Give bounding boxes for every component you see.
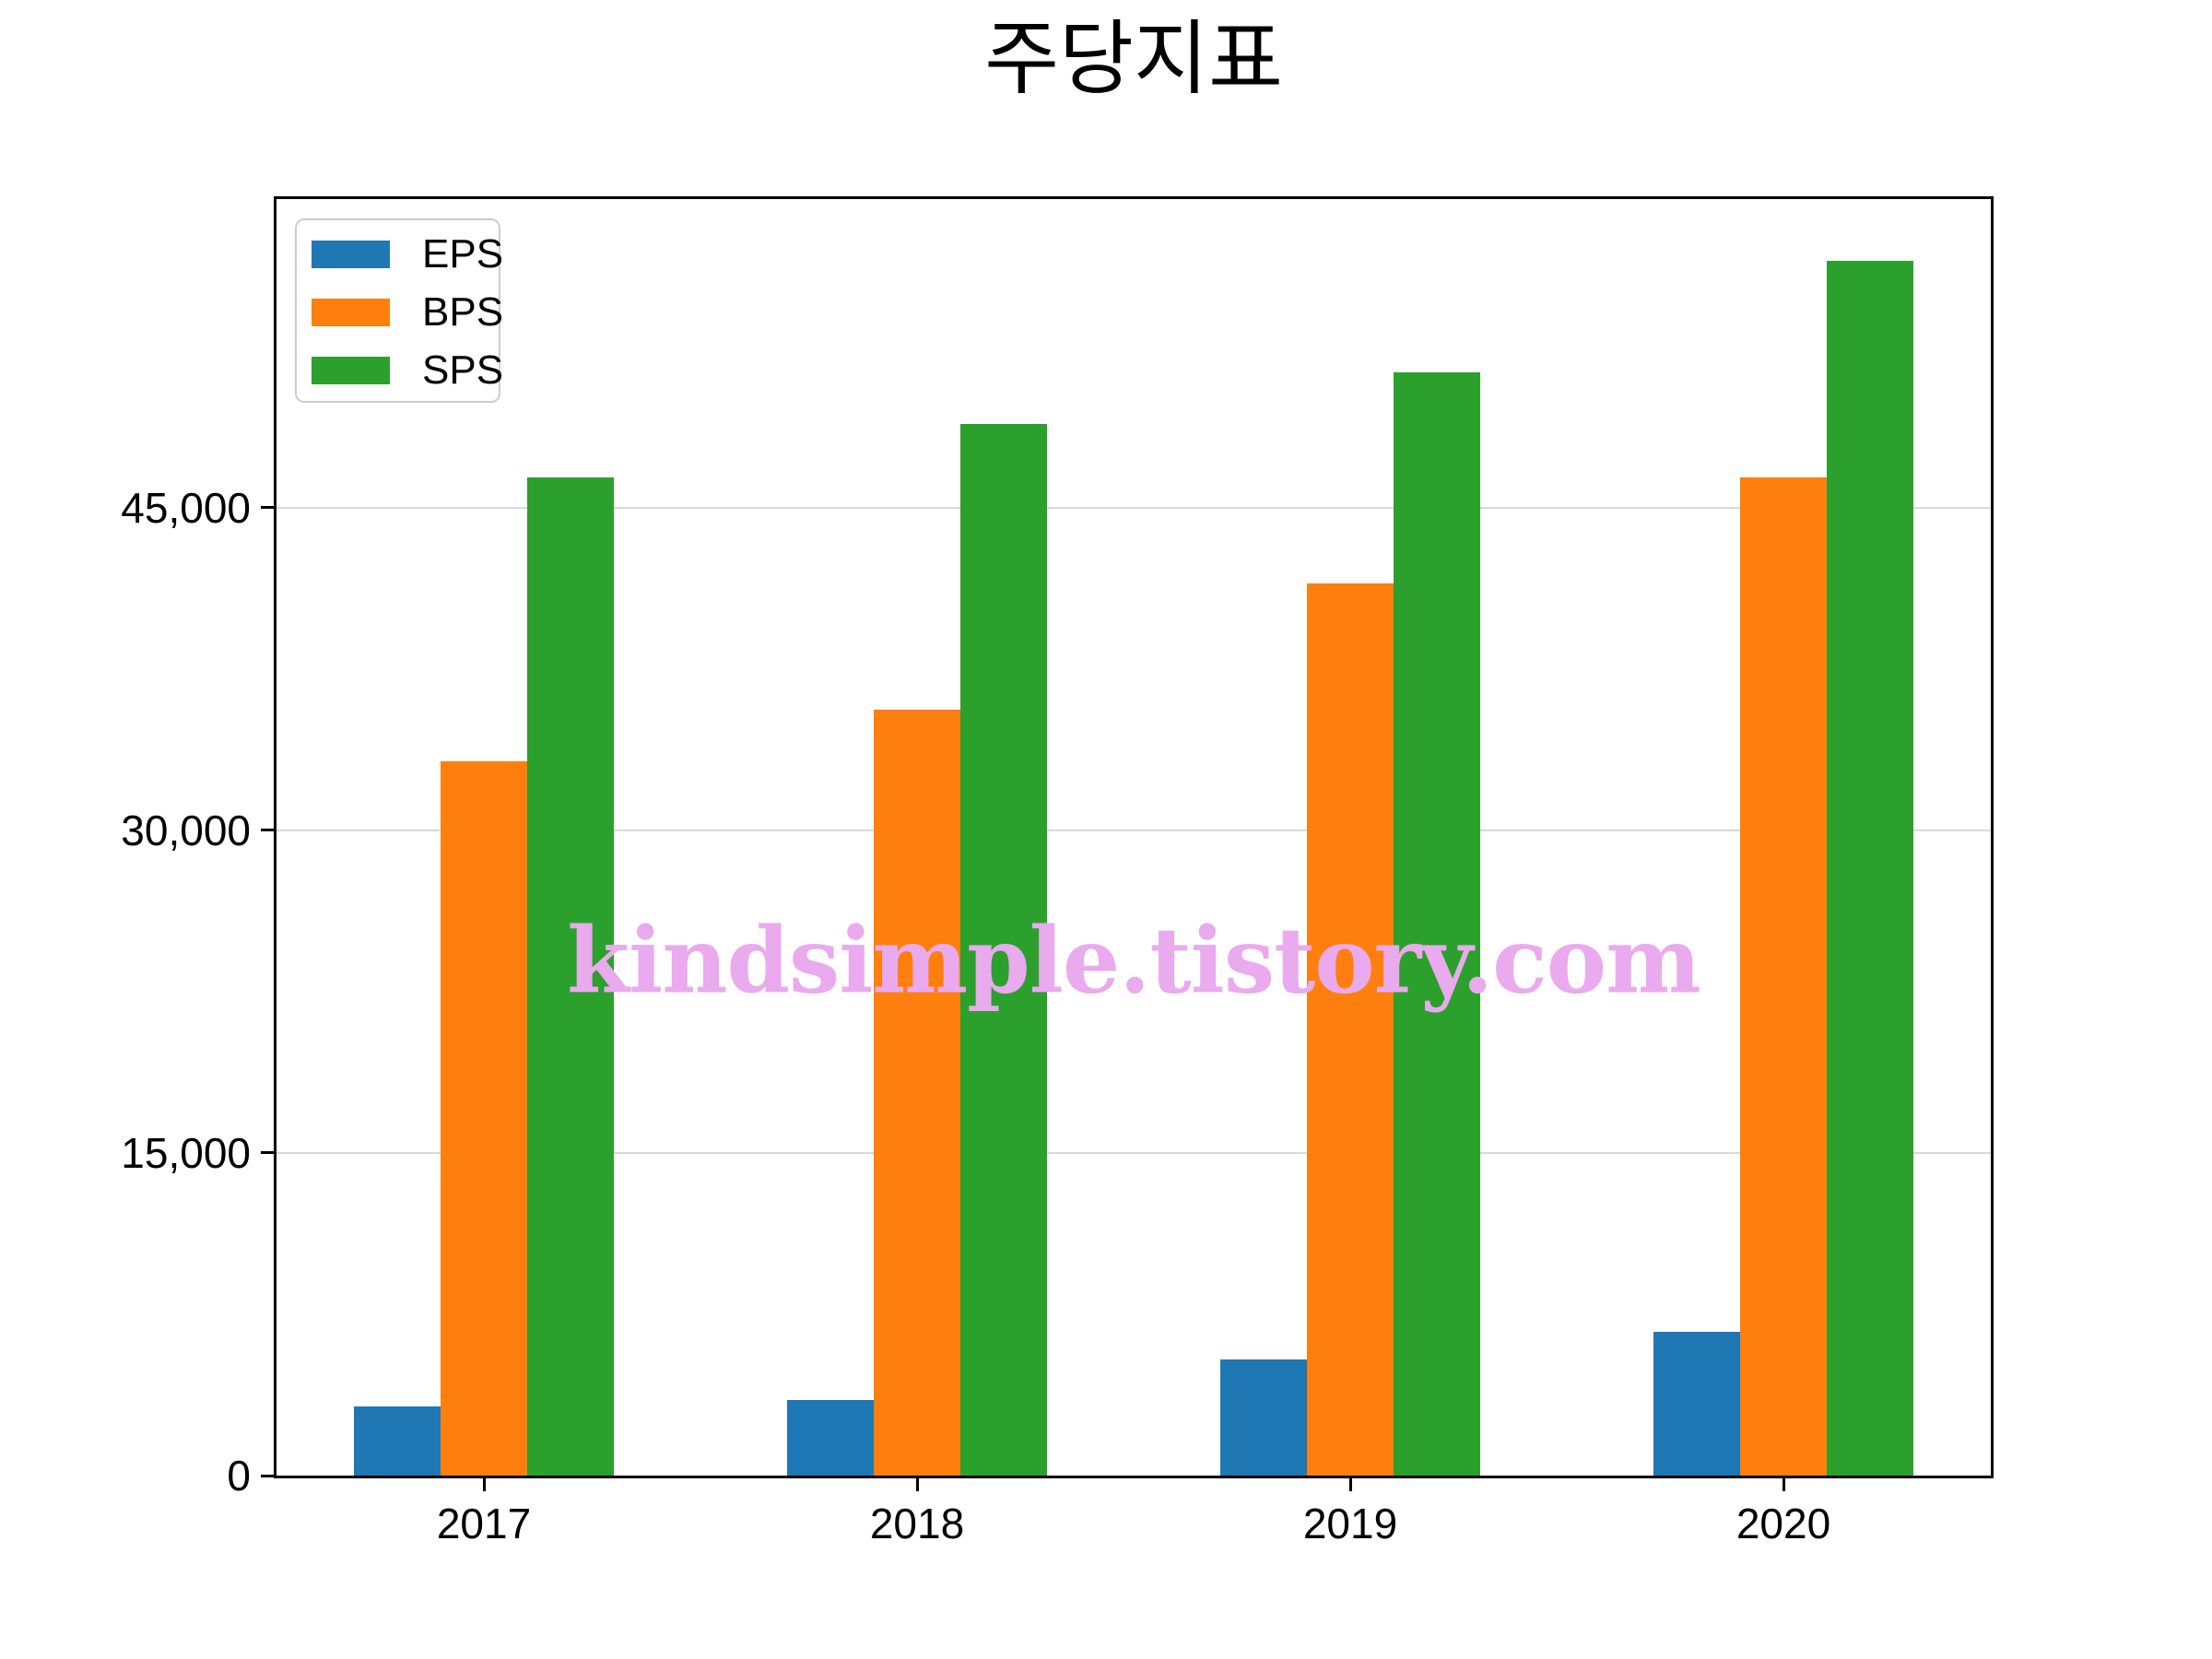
legend-swatch-eps [312, 240, 390, 268]
bar-bps-2020 [1740, 477, 1827, 1476]
bar-sps-2018 [960, 424, 1047, 1476]
legend-item-bps: BPS [312, 283, 503, 341]
legend-swatch-sps [312, 356, 390, 384]
legend-label-eps: EPS [422, 230, 504, 276]
gridline-45000 [276, 506, 1991, 509]
x-tick-mark-2017 [482, 1478, 486, 1491]
legend-swatch-bps [312, 298, 390, 326]
gridline-30000 [276, 829, 1991, 831]
x-tick-label-2020: 2020 [1735, 1500, 1831, 1547]
x-tick-mark-2020 [1782, 1478, 1785, 1491]
bar-sps-2020 [1827, 261, 1913, 1476]
y-tick-label-15000: 15,000 [121, 1128, 251, 1177]
x-tick-mark-2018 [915, 1478, 919, 1491]
legend-label-bps: BPS [422, 288, 504, 335]
bar-eps-2017 [354, 1406, 441, 1476]
bar-eps-2018 [787, 1400, 874, 1476]
bar-bps-2018 [874, 710, 960, 1476]
y-tick-label-30000: 30,000 [121, 806, 251, 854]
x-tick-label-2018: 2018 [869, 1500, 965, 1547]
bar-eps-2019 [1220, 1359, 1307, 1476]
x-tick-label-2017: 2017 [436, 1500, 532, 1547]
bar-bps-2019 [1307, 583, 1394, 1476]
legend-item-sps: SPS [312, 341, 503, 399]
legend-item-eps: EPS [312, 225, 503, 283]
bar-eps-2020 [1653, 1332, 1740, 1476]
watermark-text: kindsimple.tistory.com [567, 908, 1701, 1015]
y-tick-label-0: 0 [227, 1452, 251, 1500]
legend: EPS BPS SPS [295, 218, 503, 403]
y-tick-mark-0 [261, 1474, 274, 1477]
chart-title: 주당지표 [984, 13, 1283, 104]
x-tick-label-2019: 2019 [1302, 1500, 1398, 1547]
gridline-15000 [276, 1151, 1991, 1154]
bar-sps-2017 [527, 477, 614, 1476]
y-tick-mark-30000 [261, 829, 274, 832]
plot-area [274, 196, 1994, 1478]
bar-sps-2019 [1394, 372, 1480, 1476]
x-tick-mark-2019 [1348, 1478, 1352, 1491]
y-tick-label-45000: 45,000 [121, 483, 251, 532]
y-tick-mark-45000 [261, 506, 274, 510]
y-tick-mark-15000 [261, 1151, 274, 1155]
legend-label-sps: SPS [422, 347, 504, 393]
bar-bps-2017 [441, 761, 527, 1476]
